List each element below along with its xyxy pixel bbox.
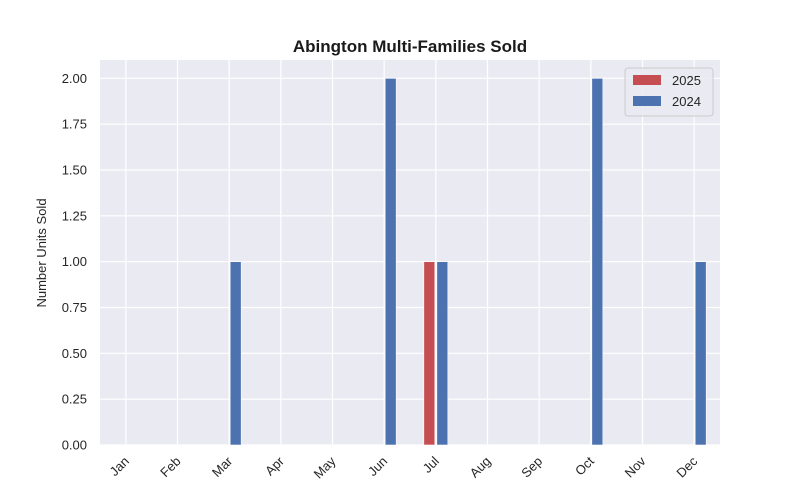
bar-2024-Dec: [694, 261, 707, 446]
x-tick-label: May: [311, 453, 339, 481]
x-tick-label: Jun: [365, 454, 390, 479]
y-ticks: 0.00 0.25 0.50 0.75 1.00 1.25 1.50 1.75 2.00: [62, 71, 87, 453]
legend: 2025 2024: [624, 67, 714, 117]
x-tick-label: Nov: [622, 453, 649, 480]
bar-2024-Mar: [229, 261, 242, 446]
legend-swatch-2025: [633, 75, 661, 85]
y-tick-label: 0.00: [62, 438, 87, 453]
y-tick-label: 1.75: [62, 117, 87, 132]
x-tick-label: Mar: [209, 453, 236, 480]
bar-2024-Jul: [436, 261, 449, 446]
bar-2024-Jun: [384, 78, 397, 446]
y-tick-label: 0.25: [62, 392, 87, 407]
bars: [229, 78, 707, 446]
x-tick-label: Apr: [262, 453, 287, 478]
chart-title: Abington Multi-Families Sold: [293, 37, 527, 56]
legend-label: 2025: [672, 73, 701, 88]
y-tick-label: 1.25: [62, 208, 87, 223]
y-tick-label: 1.00: [62, 254, 87, 269]
y-tick-label: 1.50: [62, 163, 87, 178]
y-axis-label: Number Units Sold: [34, 198, 49, 307]
bar-2024-Oct: [591, 78, 604, 446]
x-tick-label: Jul: [420, 453, 442, 475]
bar-2025-Jul: [423, 261, 436, 446]
x-ticks: Jan Feb Mar Apr May Jun Jul Aug Sep Oct Nov Dec: [107, 453, 701, 481]
y-tick-label: 2.00: [62, 71, 87, 86]
x-tick-label: Dec: [673, 453, 700, 480]
y-tick-label: 0.50: [62, 346, 87, 361]
legend-swatch-2024: [633, 96, 661, 106]
y-tick-label: 0.75: [62, 300, 87, 315]
legend-label: 2024: [672, 94, 701, 109]
x-tick-label: Feb: [157, 454, 183, 480]
x-tick-label: Aug: [467, 454, 494, 481]
grid: [100, 60, 720, 446]
x-tick-label: Oct: [572, 453, 597, 478]
x-tick-label: Jan: [107, 454, 132, 479]
x-tick-label: Sep: [518, 454, 545, 481]
plot-area: [100, 60, 720, 445]
